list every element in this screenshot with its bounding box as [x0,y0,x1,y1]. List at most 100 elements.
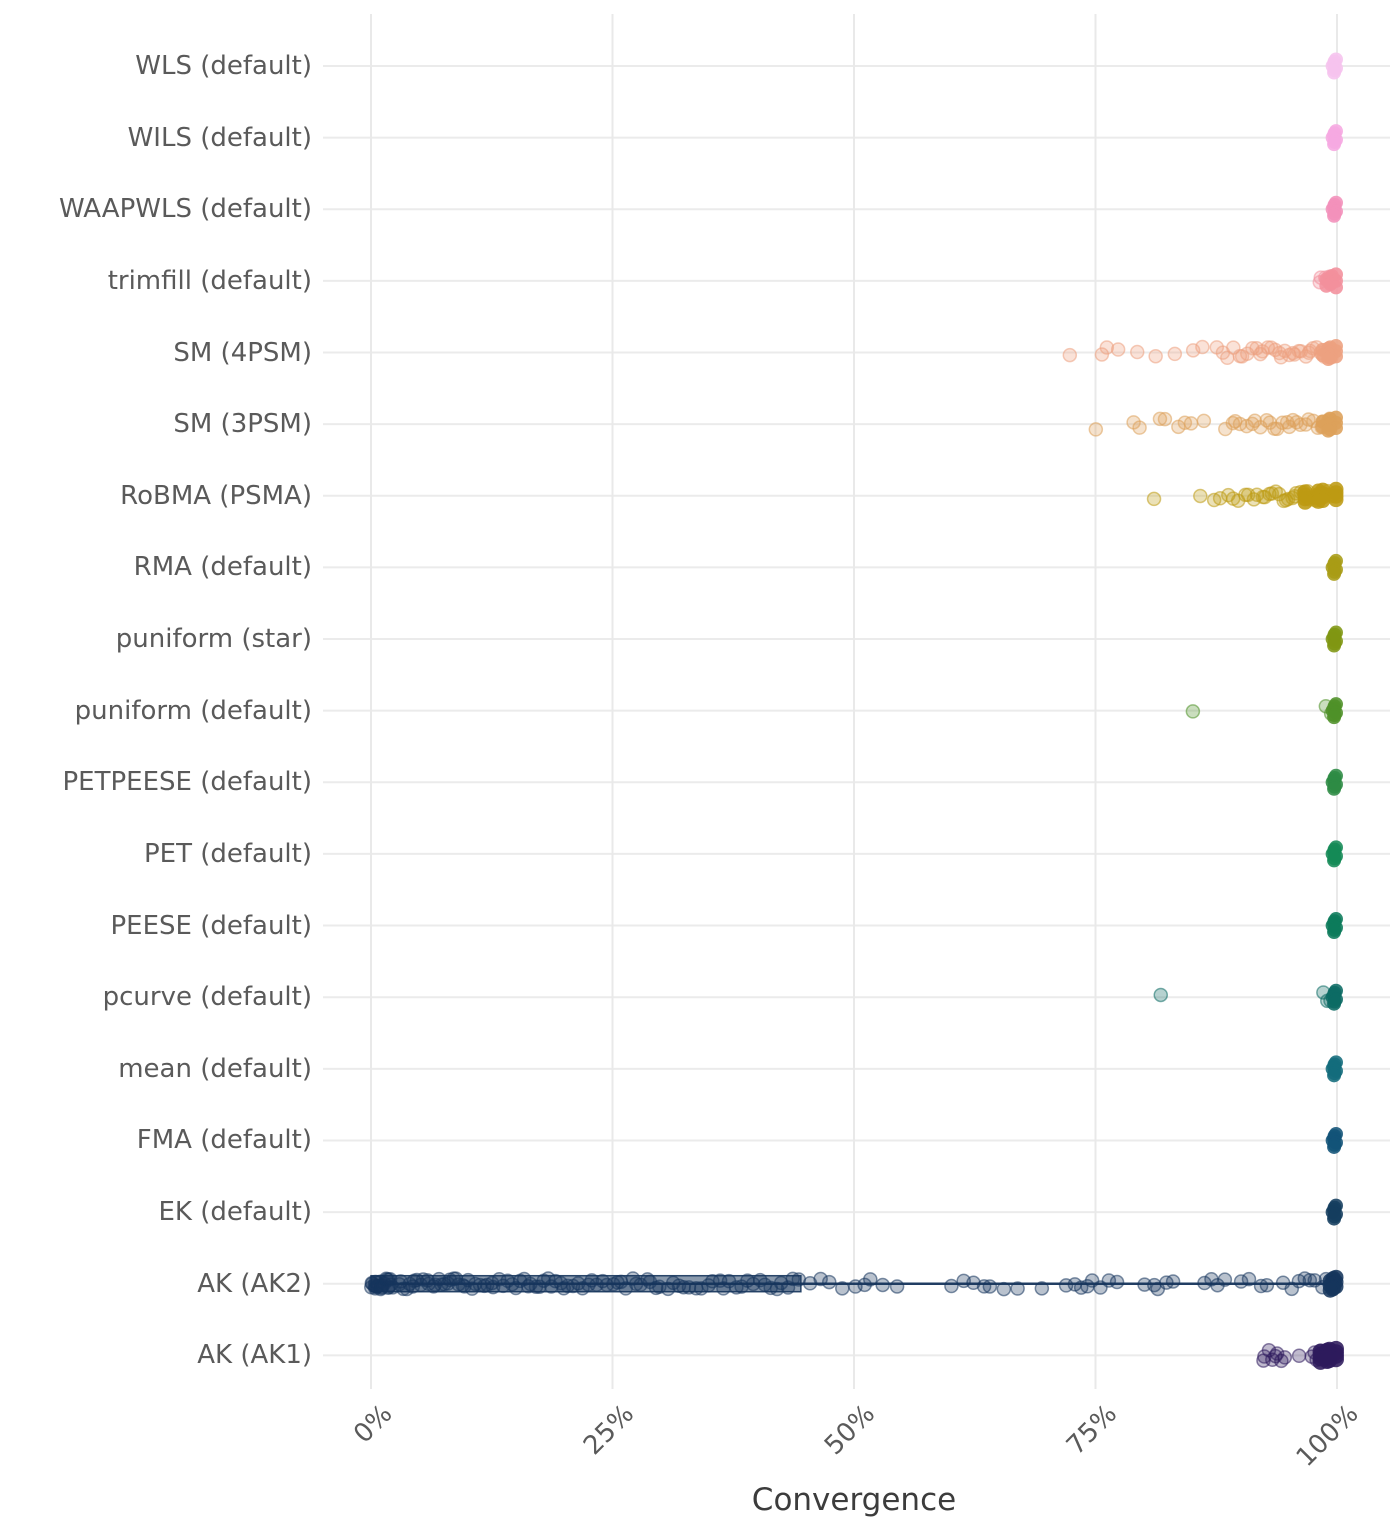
y-axis-label: pcurve (default) [102,982,312,1013]
data-point [1293,417,1308,432]
data-point [1210,1277,1225,1293]
y-axis-label: EK (default) [158,1197,312,1228]
cluster-point [1327,996,1342,1011]
series-fma-default- [1325,1126,1343,1154]
data-point [1167,346,1183,362]
cluster-point [1321,423,1336,438]
cluster-point [1327,781,1342,796]
series-ek-default- [1325,1198,1343,1226]
data-point [1153,987,1169,1003]
data-point [863,1272,878,1287]
series-pet-default- [1325,840,1343,868]
data-point [1034,1281,1050,1296]
data-point [1146,491,1162,507]
data-point [1130,344,1145,360]
data-point [821,1274,837,1290]
data-point [1275,415,1290,431]
y-axis-label: WLS (default) [135,51,312,81]
data-point [1233,1274,1249,1289]
cluster-point [1329,280,1343,295]
cluster-point [1327,710,1342,725]
y-axis-label: mean (default) [118,1053,312,1084]
y-axis-label: PET (default) [143,838,312,869]
data-point [966,1275,981,1291]
y-axis-label: AK (AK1) [197,1340,312,1371]
y-axis-label: puniform (default) [74,695,312,726]
data-point [1109,1274,1125,1290]
series-ak-ak1- [1256,1340,1344,1370]
y-axis-label: PEESE (default) [110,910,313,941]
y-axis-label: trimfill (default) [107,265,312,296]
data-point [857,1277,872,1293]
data-point [944,1278,959,1294]
series-sm-3psm- [1088,410,1343,438]
data-point [780,1280,796,1295]
cluster-point [1327,566,1342,581]
data-point [889,1279,905,1294]
data-point [1193,488,1208,504]
series-petpeese-default- [1325,768,1343,796]
series-wls-default- [1325,52,1343,80]
series-pcurve-default- [1153,983,1343,1011]
data-point [1291,1348,1307,1364]
cluster-point [1312,1353,1329,1370]
y-axis-label: RoBMA (PSMA) [120,480,312,511]
data-point [1099,340,1115,355]
data-point [1302,1272,1318,1288]
y-axis-label: puniform (star) [115,624,312,655]
data-point [1110,342,1126,357]
cluster-point [1327,925,1342,940]
y-axis-label: WAAPWLS (default) [59,194,312,225]
cluster-point [1327,137,1342,152]
data-point [1269,1346,1285,1361]
series-peese-default- [1325,912,1343,940]
data-point [694,1281,709,1296]
series-robma-psma- [1146,481,1344,510]
cluster-point [1327,638,1342,653]
data-point [1241,1271,1257,1287]
cluster-point [1327,1068,1342,1083]
data-point [1196,413,1212,429]
data-point [745,1276,761,1292]
series-wils-default- [1325,124,1343,152]
data-point [875,1277,890,1293]
series-rma-default- [1325,553,1343,581]
series-waapwls-default- [1325,195,1343,223]
series-puniform-default- [1185,697,1343,725]
cluster-point [1297,494,1313,510]
data-point [1152,411,1168,427]
data-point [460,1272,476,1288]
y-axis-label: SM (3PSM) [173,409,312,440]
y-axis-label: FMA (default) [136,1125,312,1156]
cluster-point [1327,853,1342,868]
data-point [1062,347,1078,363]
cluster-point [1322,1282,1338,1298]
y-axis-label: AK (AK2) [197,1268,312,1299]
x-axis-title: Convergence [751,1482,957,1518]
data-point [1165,1274,1181,1289]
data-point [1259,1277,1275,1293]
data-point [1010,1281,1025,1296]
data-point [982,1279,998,1294]
cluster-point [1327,65,1342,80]
cluster-point [1328,492,1344,508]
data-point [1148,348,1163,364]
series-sm-4psm- [1062,339,1343,367]
y-axis-label: SM (4PSM) [173,337,312,368]
data-point [996,1281,1012,1297]
data-point [835,1281,850,1296]
data-point [1277,1350,1293,1365]
data-point [1185,704,1201,719]
data-point [1132,420,1147,435]
cluster-point [1327,1211,1342,1226]
data-point [729,1280,744,1295]
data-point [1088,422,1104,437]
series-ak-ak2- [364,1269,1344,1298]
data-point [560,1278,575,1294]
cluster-point [1321,352,1336,367]
series-trimfill-default- [1312,267,1343,295]
data-point [1282,419,1297,435]
data-point [1217,1272,1233,1287]
